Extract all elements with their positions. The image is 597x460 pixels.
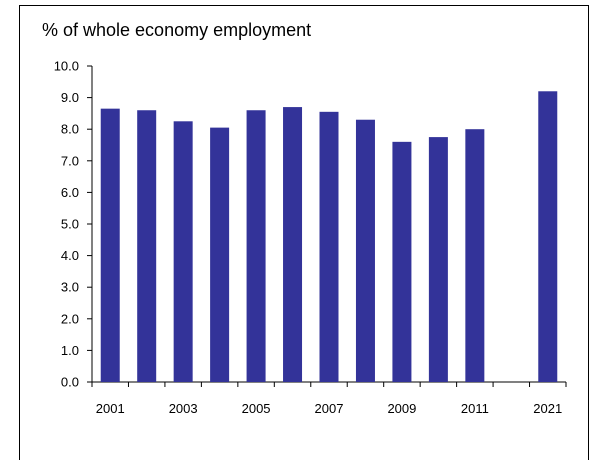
y-tick-label: 8.0: [61, 122, 79, 137]
x-tick-label: 2001: [96, 401, 125, 416]
y-tick-label: 3.0: [61, 280, 79, 295]
bar-2011: [465, 129, 485, 382]
bar-2003: [173, 121, 193, 383]
x-tick-label: 2007: [315, 401, 344, 416]
bar-2001: [100, 108, 120, 382]
bar-2021: [538, 91, 558, 382]
bar-2009: [392, 141, 412, 382]
y-tick-label: 5.0: [61, 217, 79, 232]
x-tick-label: 2005: [242, 401, 271, 416]
y-tick-label: 1.0: [61, 343, 79, 358]
bar-2006: [283, 107, 303, 382]
y-axis: 0.0 1.0 2.0 3.0 4.0 5.0 6.0 7.0 8.0 9.0 10.0: [54, 59, 93, 390]
x-tick-label: 2021: [533, 401, 562, 416]
bar-2002: [137, 110, 157, 383]
y-tick-label: 2.0: [61, 311, 79, 326]
y-tick-label: 10.0: [54, 59, 79, 74]
x-tick-label: 2003: [169, 401, 198, 416]
y-tick-label: 4.0: [61, 248, 79, 263]
chart-title: % of whole economy employment: [42, 20, 312, 40]
y-tick-label: 6.0: [61, 185, 79, 200]
x-tick-label: 2009: [387, 401, 416, 416]
x-tick-label: 2011: [461, 401, 489, 416]
y-tick-label: 9.0: [61, 90, 79, 105]
y-tick-label: 0.0: [61, 375, 79, 390]
bars: [100, 91, 558, 383]
x-axis: 2001 2003 2005 2007 2009 2011 2021: [91, 381, 567, 416]
bar-2008: [355, 119, 375, 382]
bar-2005: [246, 110, 266, 383]
bar-2007: [319, 111, 339, 382]
bar-2004: [210, 127, 230, 383]
bar-2010: [428, 137, 448, 382]
y-tick-label: 7.0: [61, 153, 79, 168]
